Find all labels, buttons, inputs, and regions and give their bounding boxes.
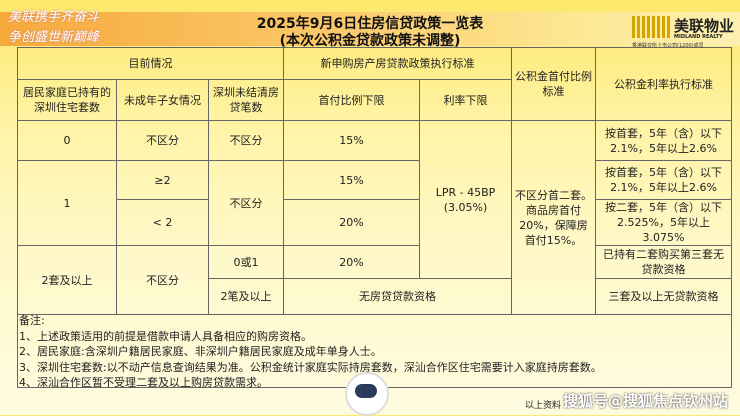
cell-children: ≥2 (116, 160, 209, 200)
cell-homes: 2套及以上 (17, 245, 117, 315)
cell-fund-rate: 按首套，5年（含）以下2.1%，5年以上2.6% (595, 160, 733, 200)
cell-loans: 不区分 (207, 120, 285, 161)
header-loans: 深圳未结清房贷笔数 (207, 79, 285, 121)
note-item: 3、深圳住宅套数:以不动产信息查询结果为准。公积金统计家庭实际持房套数，深汕合作… (19, 360, 602, 374)
logo-mark-icon (632, 16, 670, 38)
note-item: 1、上述政策适用的前提是借款申请人具备相应的购房资格。 (19, 329, 312, 343)
title-band (0, 12, 740, 46)
header-fund-down: 公积金首付比例标准 (511, 47, 597, 121)
notes-label: 备注: (19, 314, 45, 327)
cell-fund-rate: 三套及以上无贷款资格 (595, 278, 733, 315)
header-homes: 居民家庭已持有的深圳住宅套数 (17, 79, 117, 121)
company-logo: 美联物业 MIDLAND REALTY 香港联交所上市公司(1200)成员 (632, 12, 740, 49)
cell-rate-floor: LPR - 45BP (3.05%) (419, 120, 513, 279)
cell-homes: 0 (17, 120, 117, 161)
slogan-line-2: 争创盛世新巅峰 (8, 30, 100, 45)
group-header-current: 目前情况 (16, 47, 285, 80)
cell-children: 不区分 (116, 120, 209, 161)
cell-children: < 2 (116, 199, 209, 246)
header-down: 首付比例下限 (283, 79, 421, 121)
policy-table: 目前情况 新申购房产房贷款政策执行标准 公积金首付比例标准 公积金利率执行标准 … (16, 47, 733, 315)
mascot-robot-icon (345, 372, 389, 416)
page-title: 2025年9月6日住房信贷政策一览表 (256, 16, 484, 32)
cell-fund-rate: 已持有二套购买第三套无贷款资格 (595, 245, 733, 279)
note-item: 2、居民家庭:含深圳户籍居民家庭、非深圳户籍居民家庭及成年单身人士。 (19, 345, 382, 358)
cell-children: 不区分 (116, 245, 209, 315)
watermark: 搜狐号@搜狐焦点钦州站 (562, 392, 728, 410)
cell-loans: 2笔及以上 (207, 278, 285, 315)
slogan-logo: 美联携手齐奋斗 争创盛世新巅峰 (8, 8, 99, 48)
group-header-loan-policy: 新申购房产房贷款政策执行标准 (283, 47, 513, 80)
cell-fund-down: 不区分首二套。商品房首付20%，保障房首付15%。 (511, 120, 597, 315)
note-item: 4、深汕合作区暂不受理二套及以上购房贷款需求。 (19, 376, 268, 389)
cell-loans: 0或1 (207, 245, 285, 279)
notes-section: 备注: 1、上述政策适用的前提是借款申请人具备相应的购房资格。 2、居民家庭:含… (17, 313, 732, 389)
logo-name-cn: 美联物业 (674, 17, 735, 35)
cell-fund-rate: 按首套，5年（含）以下2.1%，5年以上2.6% (595, 120, 733, 161)
logo-name-en: MIDLAND REALTY (674, 34, 723, 40)
logo-tagline: 香港联交所上市公司(1200)成员 (632, 43, 704, 49)
cell-down: 20% (283, 245, 421, 279)
cell-homes: 1 (17, 160, 117, 246)
header-rate: 利率下限 (419, 79, 513, 121)
header-fund-rate: 公积金利率执行标准 (595, 47, 733, 121)
cell-down: 15% (283, 120, 421, 161)
cell-down: 20% (283, 199, 421, 246)
slogan-line-1: 美联携手齐奋斗 (8, 10, 100, 25)
page-subtitle: (本次公积金贷款政策未调整) (279, 33, 461, 49)
footer-text: 以上资料 (525, 401, 562, 411)
cell-loans: 不区分 (207, 160, 285, 246)
header-children: 未成年子女情况 (116, 79, 209, 121)
cell-no-loan: 无房贷贷款资格 (283, 278, 513, 315)
cell-down: 15% (283, 160, 421, 200)
cell-fund-rate: 按二套，5年（含）以下2.525%，5年以上3.075% (595, 199, 733, 246)
